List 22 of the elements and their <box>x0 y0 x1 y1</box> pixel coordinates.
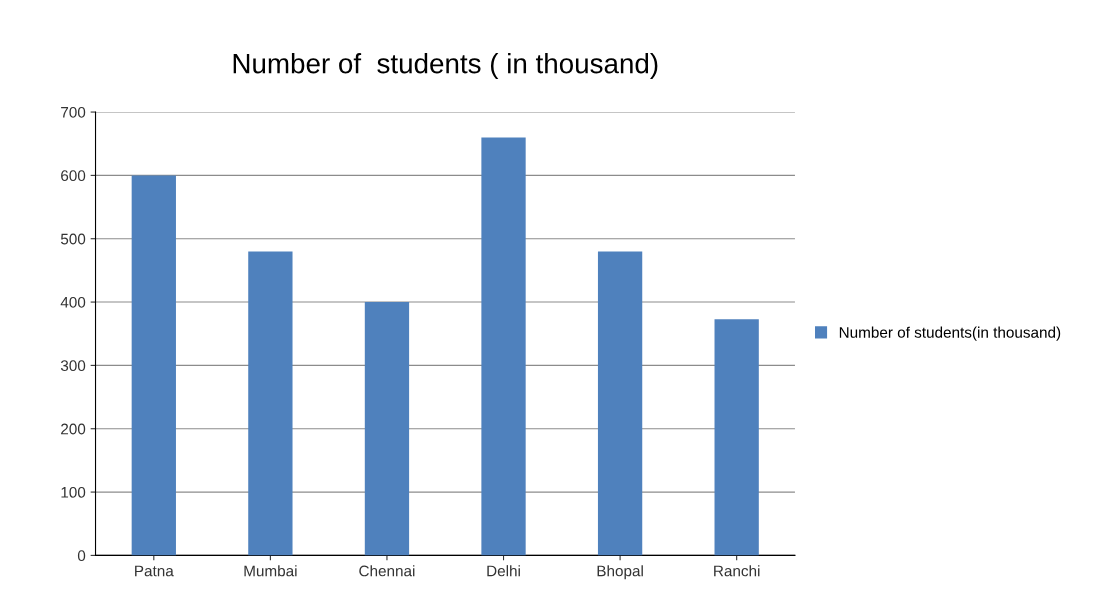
chart-title: Number of students ( in thousand) <box>233 53 658 79</box>
bar <box>481 137 526 556</box>
y-tick-label: 300 <box>60 360 86 372</box>
bar <box>364 302 410 556</box>
bar <box>131 175 176 556</box>
y-tick-label: 200 <box>61 423 86 435</box>
x-tick-label: Ranchi <box>714 565 760 577</box>
bar <box>597 251 643 556</box>
legend-label: Number of students(in thousand) <box>839 326 1061 341</box>
y-tick-label: 600 <box>61 170 86 182</box>
bar <box>714 319 759 556</box>
x-tick-label: Patna <box>135 565 174 577</box>
x-tick-label: Delhi <box>487 565 520 577</box>
y-tick-label: 700 <box>61 106 86 118</box>
x-tick-label: Bhopal <box>597 565 643 580</box>
y-tick-label: 100 <box>61 486 86 498</box>
x-tick-label: Chennai <box>359 565 415 577</box>
y-tick-label: 400 <box>60 296 86 308</box>
y-tick-label: 500 <box>60 233 86 245</box>
x-tick-label: Mumbai <box>244 565 297 577</box>
bar <box>248 251 293 556</box>
y-tick-label: 0 <box>77 550 86 562</box>
